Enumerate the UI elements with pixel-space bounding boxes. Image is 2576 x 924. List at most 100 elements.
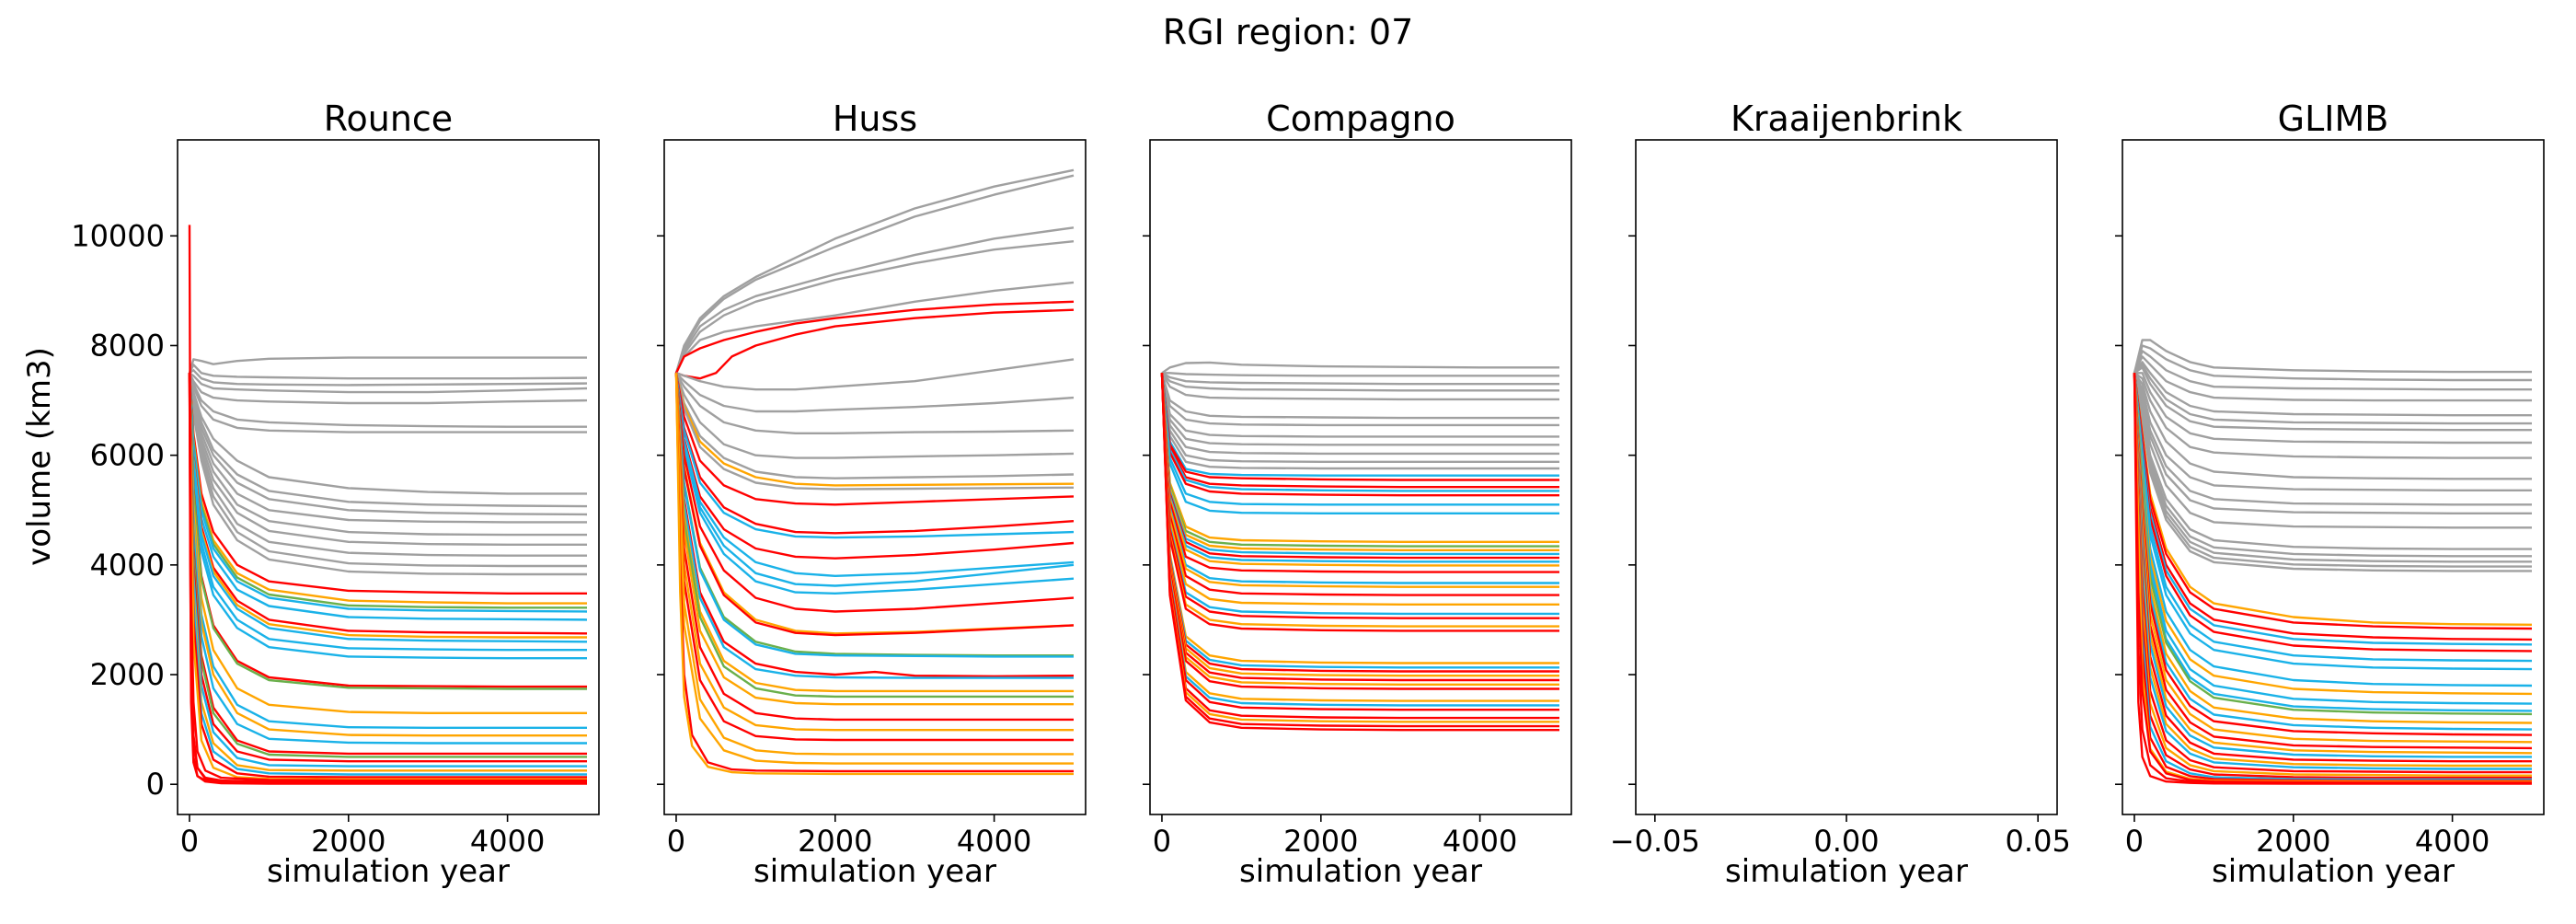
y-tick-label: 2000 (90, 657, 165, 692)
series-line-5 (2133, 361, 2532, 417)
series-line-5 (674, 281, 1075, 374)
series-line-8 (675, 358, 1075, 391)
series-line-6 (188, 372, 587, 428)
series-line-32 (674, 373, 1074, 722)
series-line-32 (188, 373, 587, 745)
series-line-20 (674, 373, 1075, 587)
series-line-36 (674, 373, 1074, 765)
x-tick-label: 2000 (1283, 824, 1358, 859)
panel-title: GLIMB (2278, 98, 2389, 139)
series-line-26 (674, 373, 1074, 658)
series-line-33 (1160, 373, 1559, 619)
series-line-13 (2133, 372, 2532, 514)
series-line-13 (1160, 373, 1559, 477)
series-line-45 (188, 373, 587, 785)
series-line-8 (2134, 372, 2532, 445)
series-line-40 (1160, 373, 1559, 682)
series-line-3 (189, 369, 588, 387)
x-tick-label: 4000 (957, 824, 1031, 859)
series-line-14 (1160, 373, 1559, 481)
panel-title: Kraaijenbrink (1731, 98, 1962, 139)
series-line-2 (674, 174, 1075, 374)
series-line-34 (674, 373, 1074, 742)
series-line-1 (188, 356, 587, 374)
series-line-21 (674, 373, 1075, 595)
x-tick-label: 0.05 (2006, 824, 2071, 859)
panel-title: Huss (833, 98, 917, 139)
series-line-11 (2133, 372, 2532, 491)
series-group (674, 168, 1075, 776)
panel-title: Rounce (324, 98, 453, 139)
series-line-49 (1160, 373, 1559, 732)
series-line-3 (2133, 350, 2532, 391)
series-line-13 (674, 373, 1075, 487)
axes-frame (663, 139, 1087, 815)
series-line-34 (1160, 373, 1559, 628)
series-line-6 (2133, 364, 2532, 425)
series-line-14 (674, 373, 1075, 491)
series-line-50 (2133, 373, 2532, 785)
x-tick-label: 2000 (311, 824, 385, 859)
series-line-17 (1160, 373, 1559, 497)
series-line-19 (1160, 373, 1559, 514)
series-line-42 (1160, 373, 1559, 690)
series-line-11 (1160, 373, 1559, 463)
series-line-10 (1160, 373, 1559, 456)
series-line-5 (1160, 372, 1559, 401)
series-line-16 (1160, 373, 1559, 492)
series-line-35 (1160, 373, 1559, 632)
series-line-33 (2133, 373, 2533, 731)
series-line-7 (188, 372, 587, 433)
series-line-19 (2133, 373, 2532, 572)
series-line-17 (674, 373, 1075, 539)
series-line-14 (2133, 372, 2532, 529)
panel-kraaijenbrink: Kraaijenbrink −0.05 0.00 0.05 simulation yea… (1610, 98, 2071, 890)
series-line-43 (1160, 373, 1559, 702)
series-line-9 (1160, 373, 1559, 446)
series-line-29 (1160, 373, 1559, 588)
series-line-33 (674, 373, 1074, 732)
series-line-8 (188, 373, 587, 495)
series-line-11 (188, 373, 587, 524)
series-line-26 (1160, 373, 1559, 567)
series-line-9 (2133, 372, 2532, 459)
series-line-11 (674, 372, 1075, 459)
axes-frame (1635, 139, 2058, 815)
series-line-3 (1161, 372, 1559, 386)
series-line-20 (188, 373, 588, 613)
series-line-45 (2133, 373, 2532, 781)
x-tick-label: 4000 (1443, 824, 1517, 859)
y-tick-label: 10000 (71, 218, 165, 253)
series-line-15 (674, 373, 1075, 506)
series-line-16 (188, 373, 587, 576)
series-line-16 (674, 373, 1075, 535)
series-group (1160, 361, 1559, 732)
series-line-39 (188, 373, 587, 779)
x-tick-label: 2000 (2256, 824, 2330, 859)
x-tick-label: 0 (2125, 824, 2144, 859)
series-line-20 (2133, 373, 2533, 626)
x-axis-label: simulation year (753, 853, 996, 890)
series-group (2133, 339, 2533, 785)
x-axis-label: simulation year (1239, 853, 1482, 890)
x-tick-label: 0 (180, 824, 199, 859)
series-line-28 (674, 373, 1074, 679)
series-line-42 (188, 373, 587, 783)
series-line-2 (2133, 344, 2532, 382)
series-line-10 (2133, 372, 2532, 480)
series-line-7 (2133, 366, 2532, 432)
series-line-9 (675, 372, 1075, 413)
x-tick-label: 0 (1153, 824, 1171, 859)
series-line-43 (188, 373, 587, 784)
series-line-1 (2133, 339, 2532, 374)
series-line-13 (188, 373, 587, 546)
series-line-2 (188, 364, 588, 380)
series-line-30 (674, 373, 1074, 699)
x-tick-label: −0.05 (1610, 824, 1700, 859)
figure-ylabel: volume (km3) (21, 347, 58, 566)
series-line-43 (2133, 373, 2532, 777)
series-line-15 (1160, 373, 1559, 489)
panel-title: Compagno (1266, 98, 1455, 139)
